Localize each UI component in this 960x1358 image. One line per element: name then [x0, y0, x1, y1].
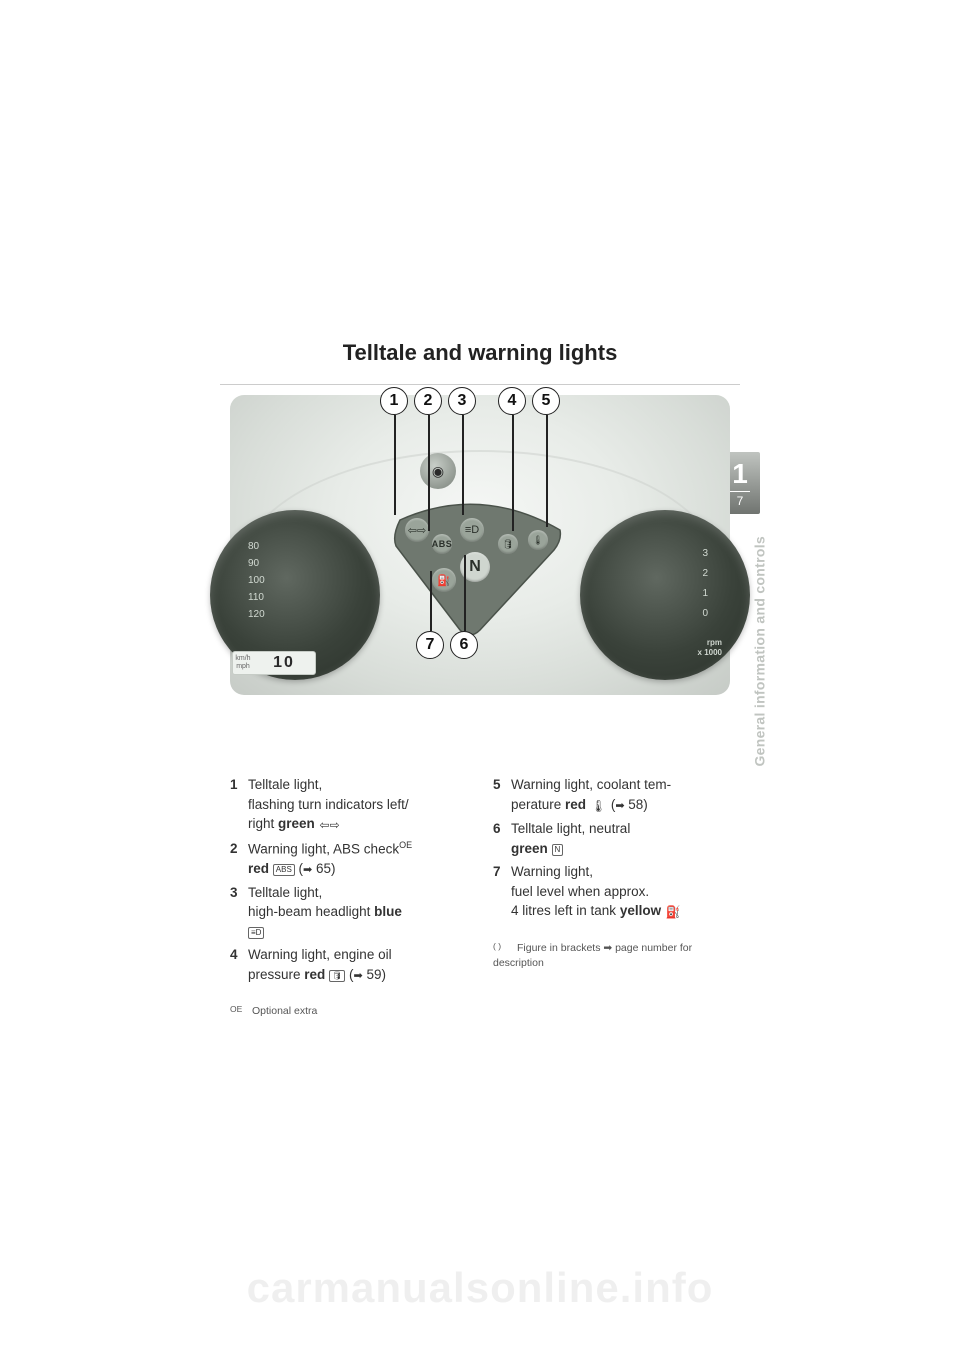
item-number: 3 — [230, 883, 248, 942]
item-number: 7 — [493, 862, 511, 922]
item-number: 5 — [493, 775, 511, 815]
callout-lead — [430, 571, 432, 631]
right-column: 5Warning light, coolant tem-perature red… — [493, 775, 730, 1019]
content-area: Telltale and warning lights 80 90 100 11… — [230, 340, 730, 1019]
item-number: 4 — [230, 945, 248, 985]
list-item: 4Warning light, engine oilpressure red 🛢… — [230, 945, 467, 985]
callout-5: 5 — [532, 387, 560, 415]
callout-3: 3 — [448, 387, 476, 415]
chapter-page: 7 — [737, 495, 744, 507]
callout-lead — [464, 555, 466, 631]
list-item: 1Telltale light,flashing turn indicators… — [230, 775, 467, 835]
item-number: 6 — [493, 819, 511, 858]
speedometer-outer-numbers: 80 90 100 110 120 — [248, 538, 265, 623]
list-item: 5Warning light, coolant tem-perature red… — [493, 775, 730, 815]
watermark: carmanualsonline.info — [0, 1264, 960, 1312]
ignition-lock-icon: ◉ — [420, 453, 456, 489]
title-rule — [220, 384, 740, 385]
odometer-value: 10 — [253, 654, 315, 672]
warning-light-cluster: ⇦⇨ ABS ≡D 🛢 🌡 N ⛽ — [390, 490, 570, 640]
section-side-label: General information and controls — [752, 536, 768, 767]
footnote-right: ( )Figure in brackets ➡ page number for … — [493, 940, 730, 973]
footnote-left: OEOptional extra — [230, 1003, 467, 1020]
item-text: Telltale light,high-beam headlight blue≡… — [248, 883, 467, 942]
item-text: Warning light, engine oilpressure red 🛢 … — [248, 945, 467, 985]
callout-7: 7 — [416, 631, 444, 659]
callout-lead — [394, 415, 396, 515]
list-item: 6Telltale light, neutralgreen N — [493, 819, 730, 858]
coolant-temp-icon: 🌡 — [528, 530, 548, 550]
item-text: Telltale light, neutralgreen N — [511, 819, 730, 858]
list-item: 2Warning light, ABS checkOEred ABS (➡ 65… — [230, 839, 467, 879]
chapter-divider — [730, 491, 750, 492]
turn-signal-icon: ⇦⇨ — [405, 518, 429, 542]
list-item: 7Warning light,fuel level when approx.4 … — [493, 862, 730, 922]
tachometer-label: rpm x 1000 — [698, 638, 722, 658]
item-text: Telltale light,flashing turn indicators … — [248, 775, 467, 835]
page-title: Telltale and warning lights — [230, 340, 730, 366]
callout-lead — [428, 415, 430, 531]
description-columns: 1Telltale light,flashing turn indicators… — [230, 775, 730, 1019]
left-column: 1Telltale light,flashing turn indicators… — [230, 775, 467, 1019]
callout-lead — [546, 415, 548, 527]
oil-pressure-icon: 🛢 — [498, 534, 518, 554]
callout-2: 2 — [414, 387, 442, 415]
item-number: 2 — [230, 839, 248, 879]
callout-6: 6 — [450, 631, 478, 659]
fuel-level-icon: ⛽ — [432, 568, 456, 592]
item-text: Warning light,fuel level when approx.4 l… — [511, 862, 730, 922]
dashboard-diagram: 80 90 100 110 120 km/h mph 10 3 2 1 — [230, 395, 730, 695]
high-beam-icon: ≡D — [460, 518, 484, 542]
callout-4: 4 — [498, 387, 526, 415]
odometer: km/h mph 10 — [232, 651, 316, 675]
chapter-number: 1 — [732, 460, 748, 488]
callout-lead — [462, 415, 464, 515]
tachometer-numbers: 3 2 1 0 — [702, 544, 708, 624]
abs-icon: ABS — [432, 534, 452, 554]
item-text: Warning light, coolant tem-perature red … — [511, 775, 730, 815]
callout-lead — [512, 415, 514, 531]
page: 1 7 General information and controls Tel… — [0, 0, 960, 1358]
tachometer-gauge: 3 2 1 0 rpm x 1000 — [580, 510, 750, 680]
odometer-units: km/h mph — [233, 655, 253, 671]
item-text: Warning light, ABS checkOEred ABS (➡ 65) — [248, 839, 467, 879]
item-number: 1 — [230, 775, 248, 835]
list-item: 3Telltale light,high-beam headlight blue… — [230, 883, 467, 942]
callout-1: 1 — [380, 387, 408, 415]
